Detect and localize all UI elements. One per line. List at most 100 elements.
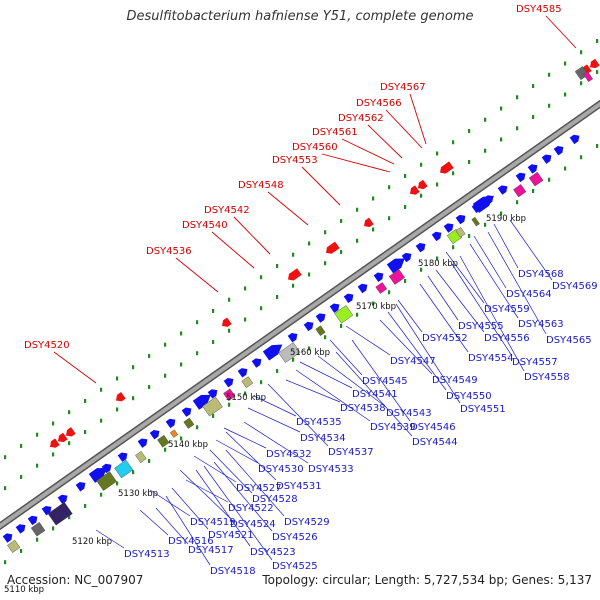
reverse-gene-arrow bbox=[292, 268, 302, 278]
tick-mark bbox=[276, 263, 279, 268]
tick-mark bbox=[468, 159, 471, 164]
gene-box bbox=[30, 521, 46, 537]
tick-mark bbox=[68, 441, 71, 446]
tick-mark bbox=[84, 503, 87, 508]
gene-label: DSY4517 bbox=[188, 545, 234, 556]
leader-line bbox=[321, 153, 391, 173]
tick-mark bbox=[420, 162, 423, 167]
gene-label: DSY4558 bbox=[524, 372, 570, 383]
gene-label: DSY4530 bbox=[258, 464, 304, 475]
scale-label: 5180 kbp bbox=[418, 259, 458, 269]
leader-line bbox=[185, 479, 229, 503]
tick-mark bbox=[580, 155, 583, 160]
forward-gene-arrow bbox=[15, 524, 26, 534]
forward-gene-arrow bbox=[343, 293, 354, 304]
gene-label: DSY4539 bbox=[370, 422, 416, 433]
gene-label: DSY4521 bbox=[208, 530, 254, 541]
tick-mark bbox=[564, 92, 567, 97]
kbp-scale-labels: 5110 kbp 5120 kbp 5130 kbp 5140 kbp 5150 kbp… bbox=[4, 214, 526, 595]
gene-label: DSY4525 bbox=[272, 561, 318, 572]
forward-gene-arrow bbox=[262, 344, 283, 361]
tick-mark bbox=[52, 526, 55, 531]
gene-label: DSY4520 bbox=[24, 340, 70, 351]
tick-mark bbox=[580, 50, 583, 55]
tick-mark bbox=[260, 306, 263, 311]
gene-label: DSY4554 bbox=[468, 353, 514, 364]
tick-marks bbox=[4, 39, 599, 565]
leader-line bbox=[295, 369, 371, 422]
tick-mark bbox=[292, 252, 295, 257]
leader-line bbox=[367, 124, 403, 159]
gene-box bbox=[334, 305, 354, 324]
tick-mark bbox=[116, 407, 119, 412]
gene-label: DSY4541 bbox=[352, 389, 398, 400]
topology-text: Topology: circular; Length: 5,727,534 bp… bbox=[262, 573, 592, 587]
tick-mark bbox=[452, 245, 455, 250]
tick-mark bbox=[132, 365, 135, 370]
gene-label: DSY4557 bbox=[512, 357, 558, 368]
leader-line bbox=[203, 465, 273, 561]
tick-mark bbox=[180, 362, 183, 367]
tick-mark bbox=[212, 339, 215, 344]
gene-box bbox=[513, 184, 527, 198]
reverse-gene-arrow bbox=[410, 185, 420, 195]
forward-gene-arrow bbox=[192, 394, 211, 410]
scale-label: 5140 kbp bbox=[168, 440, 208, 450]
forward-gene-arrow bbox=[415, 243, 426, 253]
tick-mark bbox=[324, 230, 327, 235]
forward-gene-arrow bbox=[527, 164, 538, 174]
tick-mark bbox=[132, 396, 135, 401]
gene-box bbox=[223, 388, 236, 402]
forward-gene-arrow bbox=[373, 272, 384, 282]
gene-label: DSY4527 bbox=[236, 483, 282, 494]
gene-label: DSY4536 bbox=[146, 246, 192, 257]
tick-mark bbox=[292, 357, 295, 362]
tick-mark bbox=[468, 128, 471, 133]
leader-line bbox=[427, 275, 459, 321]
forward-gene-arrow bbox=[553, 146, 564, 156]
leader-line bbox=[215, 439, 259, 464]
leader-line bbox=[53, 351, 97, 384]
tick-mark bbox=[276, 368, 279, 373]
forward-gene-arrow bbox=[181, 407, 192, 417]
gene-box bbox=[583, 71, 593, 83]
reverse-gene-arrow bbox=[444, 161, 454, 171]
tick-mark bbox=[404, 278, 407, 283]
tick-mark bbox=[212, 413, 215, 418]
tick-mark bbox=[532, 84, 535, 89]
gene-label: DSY4540 bbox=[182, 220, 228, 231]
tick-mark bbox=[468, 233, 471, 238]
gene-label: DSY4561 bbox=[312, 127, 358, 138]
tick-mark bbox=[356, 312, 359, 317]
tick-mark bbox=[164, 373, 167, 378]
forward-gene-arrow bbox=[315, 313, 326, 323]
leader-line bbox=[451, 263, 513, 357]
gene-label: DSY4523 bbox=[250, 547, 296, 558]
gene-label: DSY4519 bbox=[190, 517, 236, 528]
forward-gene-arrow bbox=[149, 430, 160, 440]
leader-line bbox=[345, 325, 391, 356]
tick-mark bbox=[372, 196, 375, 201]
tick-mark bbox=[244, 391, 247, 396]
tick-mark bbox=[52, 421, 55, 426]
reverse-gene-arrow bbox=[58, 432, 68, 443]
leader-line bbox=[329, 339, 363, 376]
tick-mark bbox=[404, 173, 407, 178]
scale-label: 5170 kbp bbox=[356, 302, 396, 312]
tick-mark bbox=[116, 481, 119, 486]
tick-mark bbox=[420, 267, 423, 272]
gene-box bbox=[315, 325, 326, 337]
tick-mark bbox=[260, 380, 263, 385]
tick-mark bbox=[20, 443, 23, 448]
gene-label: DSY4526 bbox=[272, 532, 318, 543]
gene-label: DSY4552 bbox=[422, 333, 468, 344]
accession-text: Accession: NC_007907 bbox=[7, 573, 144, 587]
leader-line bbox=[545, 15, 577, 49]
reverse-gene-arrow bbox=[116, 392, 126, 402]
forward-gene-arrow bbox=[237, 368, 248, 378]
gene-box bbox=[96, 471, 117, 491]
leader-line bbox=[195, 469, 251, 547]
tick-mark bbox=[148, 384, 151, 389]
leader-line bbox=[175, 257, 219, 293]
genome-backbone bbox=[0, 99, 600, 531]
